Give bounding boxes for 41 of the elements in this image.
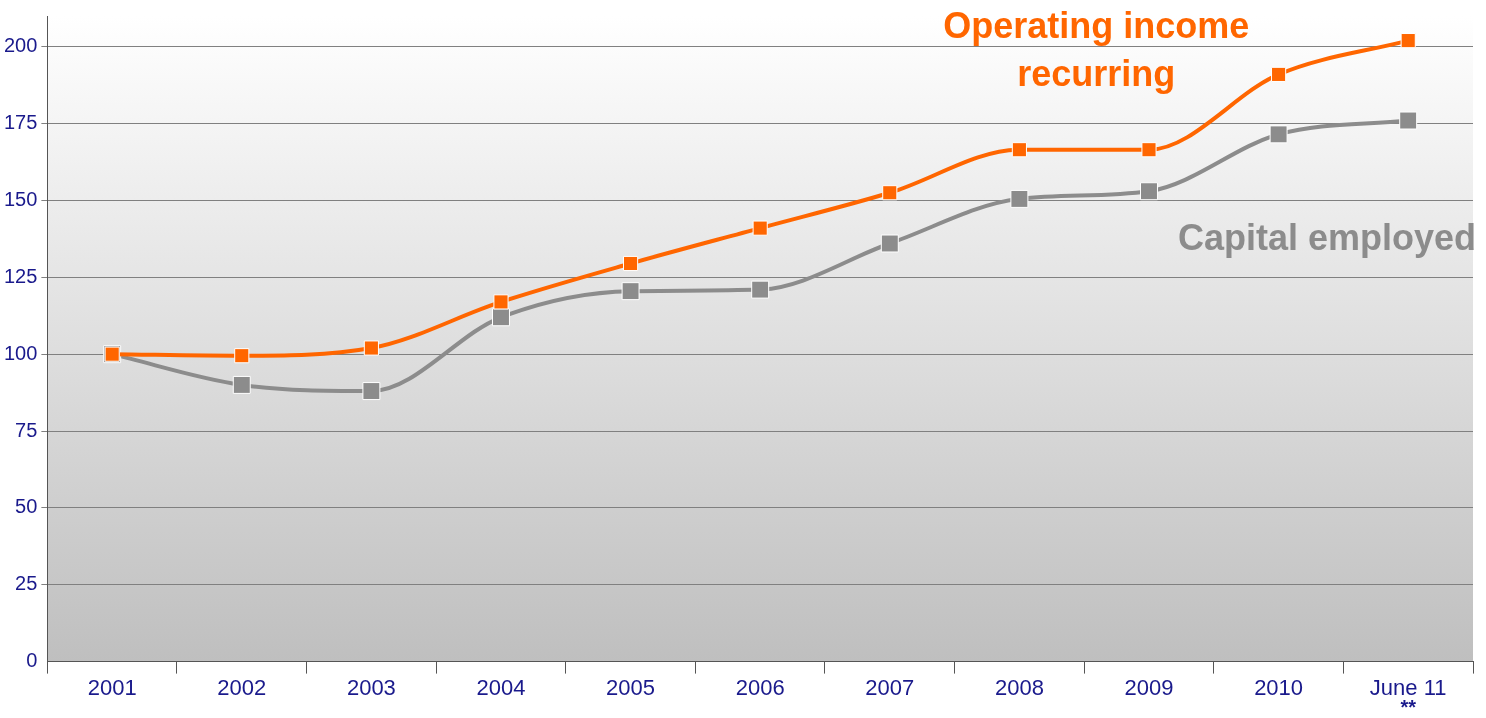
point: [1140, 182, 1158, 201]
point: [880, 234, 899, 253]
y-tick-label: 100: [3, 341, 38, 364]
point: [752, 220, 768, 236]
point: [751, 280, 770, 299]
point: [1010, 189, 1029, 208]
x-tick-label: 2007: [865, 674, 915, 700]
x-tick-label: 2004: [476, 674, 526, 700]
point: [1400, 33, 1416, 49]
point: [1141, 142, 1157, 158]
point: [491, 308, 510, 327]
x-tick-label: 2001: [87, 674, 137, 700]
point: [1269, 125, 1288, 144]
point: [493, 294, 509, 310]
point: [623, 255, 639, 272]
y-tick-label: 125: [3, 264, 38, 287]
point: [1399, 111, 1418, 130]
y-tick-label: 150: [3, 187, 38, 210]
x-tick-label: 2009: [1124, 674, 1174, 700]
point: [234, 348, 250, 364]
point: [362, 382, 381, 401]
y-tick-label: 0: [26, 649, 38, 672]
point: [882, 185, 898, 201]
x-tick-label: 2002: [217, 674, 267, 700]
point: [1271, 66, 1287, 82]
series-label: Capital employed: [1177, 217, 1476, 259]
point: [621, 282, 640, 301]
series-label: Operating income recurring: [943, 4, 1250, 94]
x-tick-label: 2006: [735, 674, 785, 700]
y-tick-label: 50: [15, 495, 38, 518]
y-tick-label: 75: [15, 418, 38, 441]
point: [232, 375, 251, 394]
x-tick-label: 2010: [1254, 674, 1304, 700]
y-tick-label: 25: [15, 572, 38, 595]
point: [363, 340, 379, 356]
x-tick-label: 2003: [346, 674, 396, 700]
y-tick-label: 200: [3, 34, 38, 57]
point: [1011, 142, 1027, 158]
x-tick-label: 2005: [606, 674, 656, 700]
y-tick-label: 175: [3, 111, 38, 134]
x-tick-label: 2008: [994, 674, 1044, 700]
